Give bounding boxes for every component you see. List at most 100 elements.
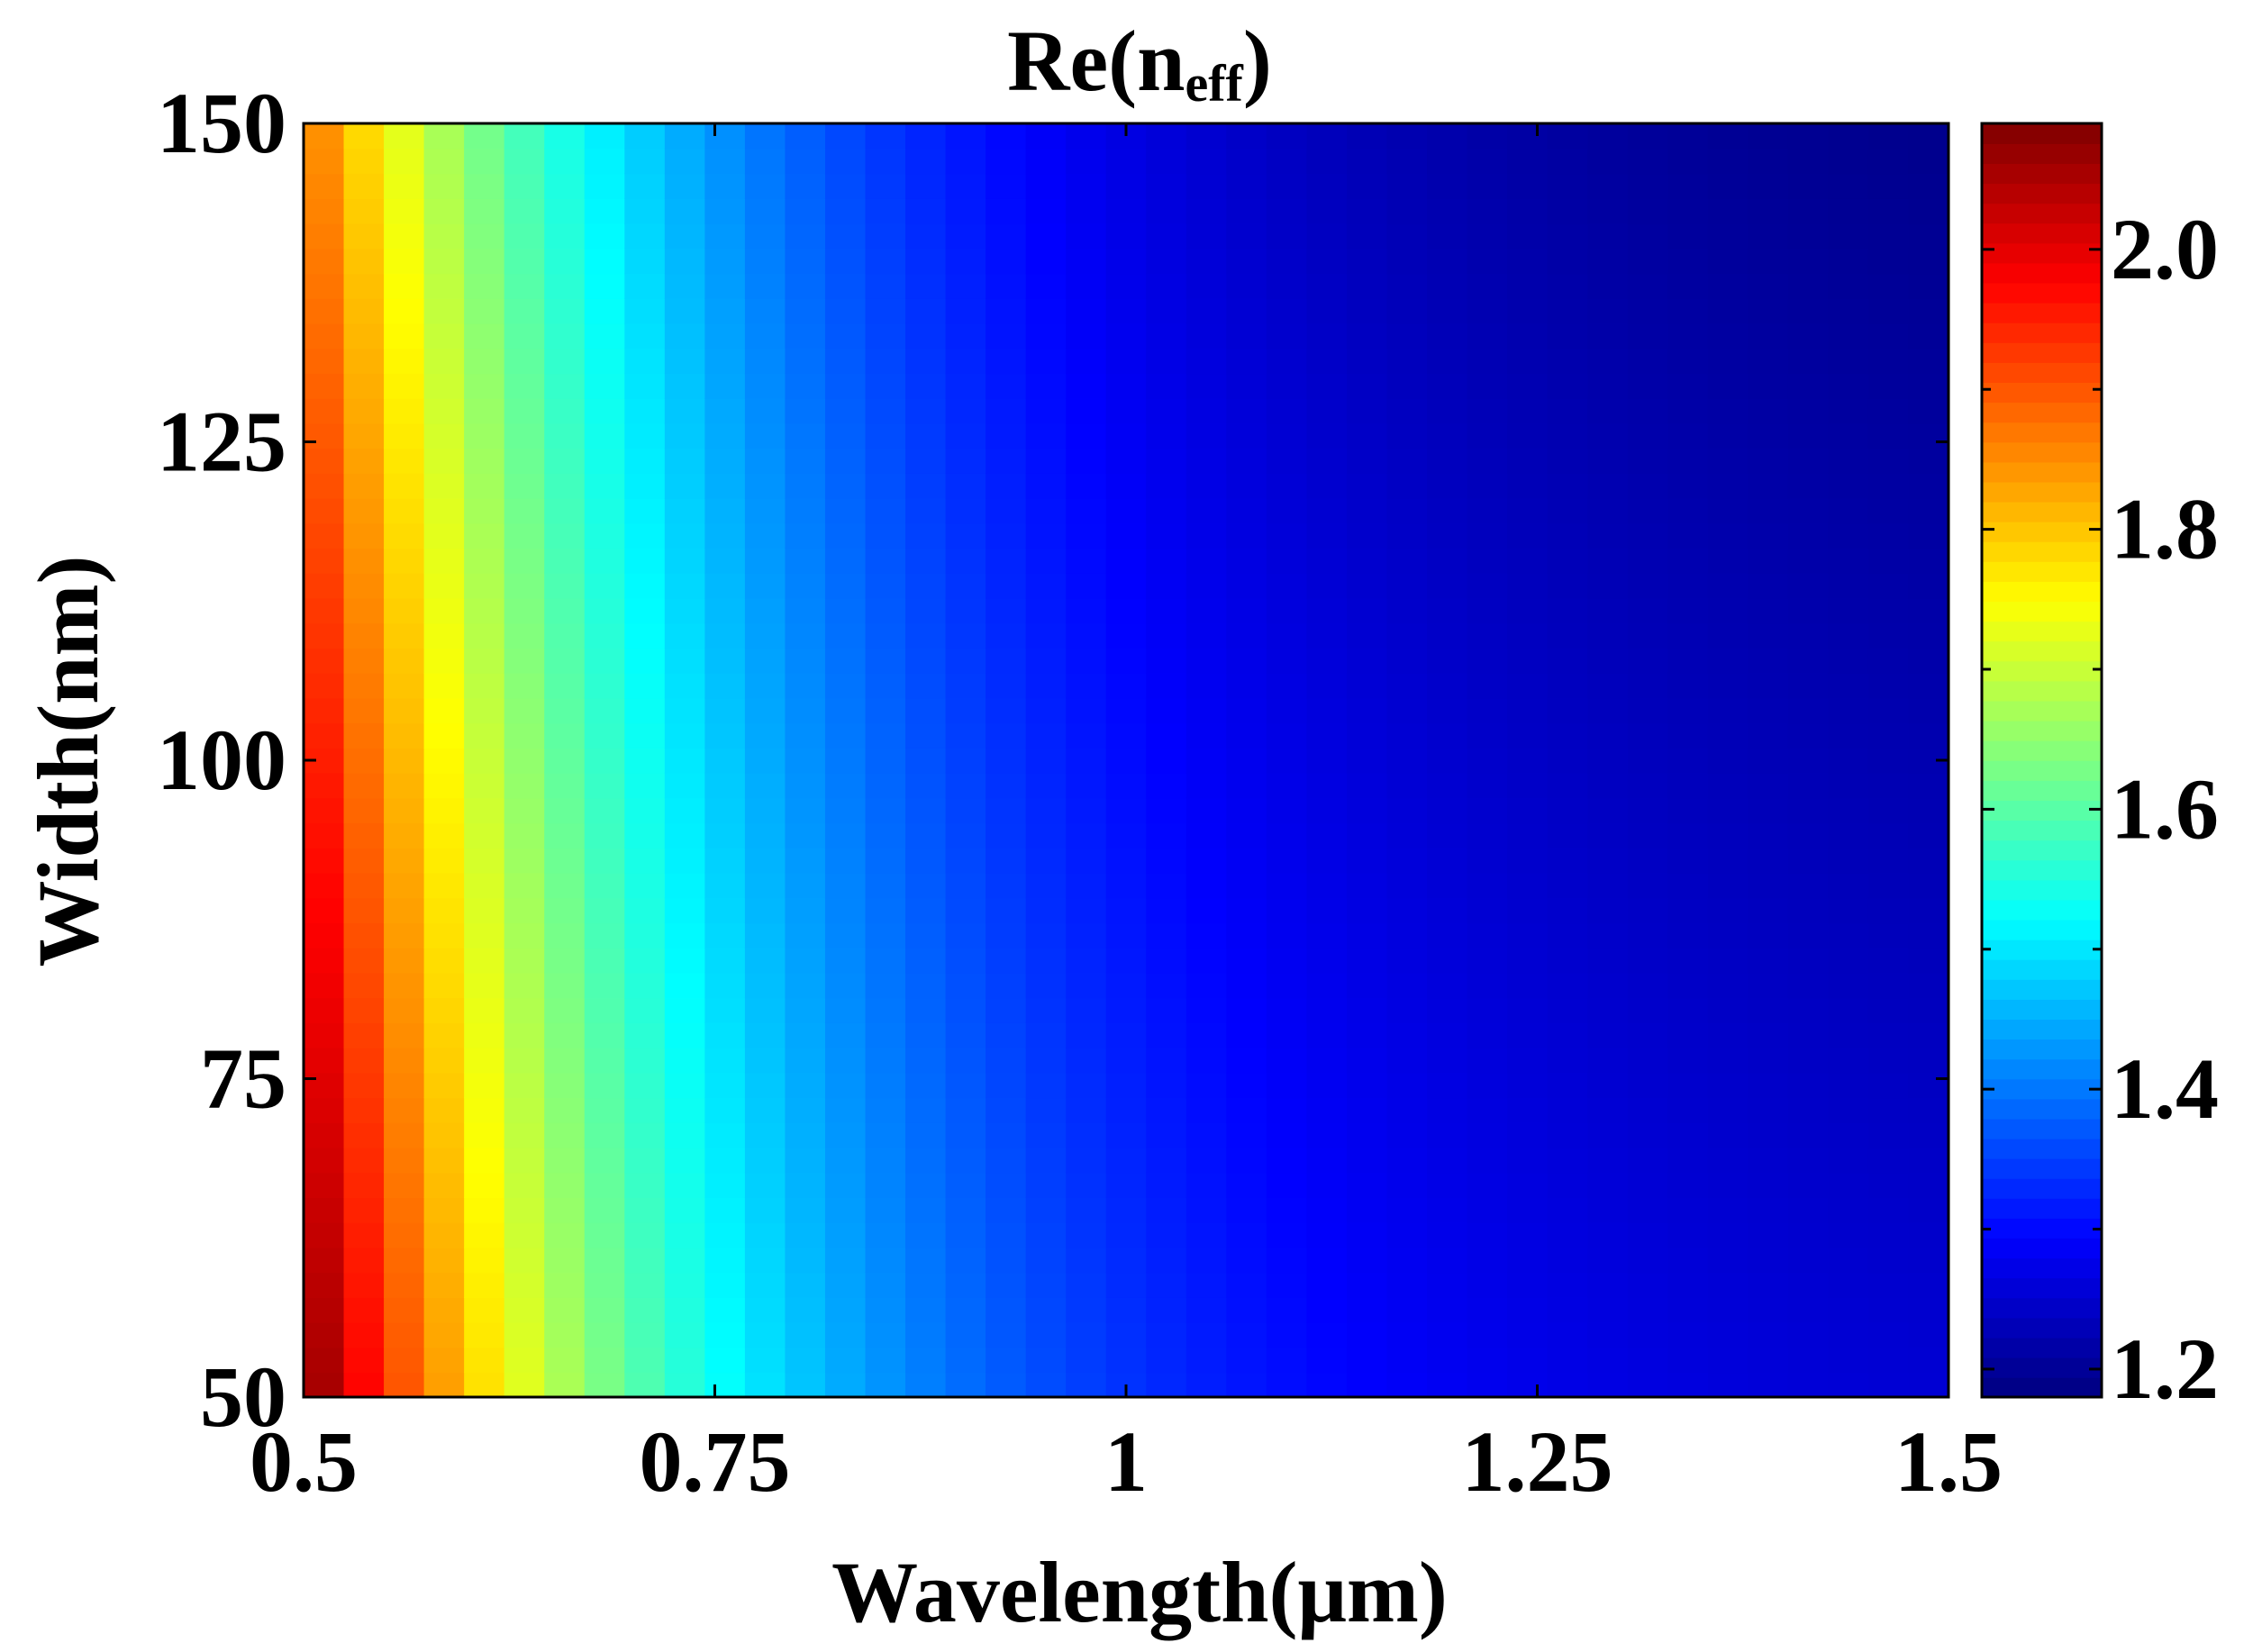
heatmap-cell <box>1467 1221 1508 1248</box>
heatmap-cell <box>986 1122 1027 1148</box>
heatmap-cell <box>343 1097 385 1123</box>
heatmap-cell <box>1547 947 1588 974</box>
heatmap-cell <box>1748 173 1789 199</box>
heatmap-cell <box>986 573 1027 599</box>
heatmap-cell <box>624 348 666 375</box>
heatmap-cell <box>1547 772 1588 799</box>
heatmap-cell <box>1146 1122 1187 1148</box>
heatmap-cell <box>343 222 385 250</box>
heatmap-cell <box>1828 448 1869 474</box>
heatmap-cell <box>1186 722 1228 749</box>
heatmap-cell <box>504 947 546 974</box>
heatmap-cell <box>1066 1272 1107 1298</box>
heatmap-cell <box>1707 1047 1749 1074</box>
heatmap-cell <box>1427 1047 1468 1074</box>
heatmap-cell <box>785 448 826 474</box>
heatmap-cell <box>1427 322 1468 349</box>
heatmap-cell <box>704 522 746 549</box>
heatmap-cell <box>1427 648 1468 674</box>
colorbar-segment <box>1982 1118 2102 1139</box>
heatmap-cell <box>986 1347 1027 1374</box>
colorbar-tick-label: 1.8 <box>2111 481 2219 577</box>
heatmap-cell <box>1105 148 1148 175</box>
heatmap-cell <box>423 1172 465 1198</box>
heatmap-cell <box>1507 497 1549 524</box>
heatmap-cell <box>1507 248 1549 275</box>
heatmap-cell <box>945 148 986 175</box>
colorbar-segment <box>1982 561 2102 582</box>
heatmap-cell <box>1306 648 1348 674</box>
heatmap-cell <box>464 1272 505 1298</box>
heatmap-cell <box>1346 373 1388 399</box>
heatmap-cell <box>384 872 425 899</box>
heatmap-cell <box>865 697 906 724</box>
heatmap-cell <box>624 573 666 599</box>
heatmap-cell <box>1306 772 1348 799</box>
heatmap-cell <box>704 722 746 749</box>
heatmap-cell <box>905 897 947 924</box>
heatmap-cell <box>1467 797 1508 824</box>
heatmap-cell <box>1346 1347 1388 1374</box>
heatmap-cell <box>544 373 586 399</box>
heatmap-cell <box>1226 1172 1267 1198</box>
heatmap-cell <box>544 972 586 999</box>
heatmap-cell <box>423 348 465 375</box>
heatmap-cell <box>1507 1197 1549 1223</box>
heatmap-cell <box>1306 1247 1348 1274</box>
heatmap-cell <box>1146 1297 1187 1323</box>
heatmap-cell <box>1226 622 1267 649</box>
heatmap-cell <box>785 148 826 175</box>
heatmap-cell <box>824 848 867 874</box>
heatmap-cell <box>384 397 425 424</box>
heatmap-cell <box>1146 173 1187 199</box>
heatmap-cell <box>1867 222 1910 250</box>
heatmap-cell <box>1667 947 1709 974</box>
heatmap-cell <box>785 997 826 1023</box>
heatmap-cell <box>343 897 385 924</box>
heatmap-cell <box>624 473 666 499</box>
heatmap-cell <box>1186 573 1228 599</box>
heatmap-cell <box>1507 947 1549 974</box>
heatmap-cell <box>1828 248 1869 275</box>
heatmap-cell <box>1105 1022 1148 1048</box>
heatmap-cell <box>986 822 1027 849</box>
heatmap-cell <box>1306 348 1348 375</box>
heatmap-cell <box>1186 972 1228 999</box>
heatmap-cell <box>986 872 1027 899</box>
heatmap-cell <box>945 622 986 649</box>
heatmap-cell <box>544 1122 586 1148</box>
heatmap-cell <box>785 897 826 924</box>
heatmap-cell <box>1427 123 1468 150</box>
heatmap-cell <box>1186 1047 1228 1074</box>
heatmap-cell <box>1146 972 1187 999</box>
heatmap-cell <box>1707 597 1749 624</box>
heatmap-cell <box>1908 473 1949 499</box>
heatmap-cell <box>1748 697 1789 724</box>
heatmap-cell <box>1146 198 1187 224</box>
heatmap-cell <box>1025 373 1067 399</box>
heatmap-cell <box>584 422 626 449</box>
heatmap-cell <box>1908 1147 1949 1174</box>
heatmap-cell <box>544 448 586 474</box>
colorbar-segment <box>1982 800 2102 821</box>
heatmap-cell <box>744 797 786 824</box>
colorbar-segment <box>1982 242 2102 264</box>
heatmap-cell <box>624 148 666 175</box>
heatmap-cell <box>1787 173 1830 199</box>
heatmap-cell <box>1266 1272 1308 1298</box>
heatmap-cell <box>704 573 746 599</box>
heatmap-cell <box>744 722 786 749</box>
heatmap-cell <box>1467 748 1508 774</box>
heatmap-cell <box>1266 822 1308 849</box>
heatmap-cell <box>343 348 385 375</box>
heatmap-cell <box>664 797 706 824</box>
heatmap-cell <box>1587 448 1629 474</box>
heatmap-cell <box>384 448 425 474</box>
heatmap-cell <box>905 848 947 874</box>
heatmap-cell <box>1146 672 1187 699</box>
heatmap-cell <box>664 173 706 199</box>
heatmap-cell <box>423 1221 465 1248</box>
heatmap-cell <box>1547 722 1588 749</box>
heatmap-cell <box>1748 448 1789 474</box>
heatmap-cell <box>384 797 425 824</box>
